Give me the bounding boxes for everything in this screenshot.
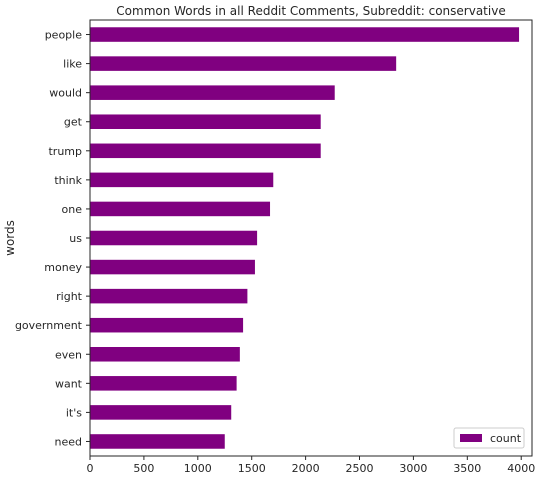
bar-people <box>90 27 519 42</box>
y-tick-label: think <box>54 174 82 187</box>
bar-government <box>90 318 243 333</box>
plot-area: people like would get trump think one us money ri… <box>15 27 535 475</box>
bar-think <box>90 173 273 188</box>
x-tick-label: 1000 <box>184 462 212 475</box>
bar-us <box>90 231 257 246</box>
y-tick-label: like <box>63 58 82 71</box>
y-tick-label: get <box>64 116 83 129</box>
bar-right <box>90 289 247 304</box>
bar-need <box>90 434 225 449</box>
legend: count <box>454 428 524 448</box>
bar-even <box>90 347 240 362</box>
bar-would <box>90 85 335 100</box>
bar-trump <box>90 144 321 159</box>
y-tick-label: people <box>45 29 83 42</box>
x-tick-label: 500 <box>133 462 154 475</box>
y-tick-label: want <box>55 377 83 390</box>
bar-want <box>90 376 237 391</box>
bar-get <box>90 114 321 129</box>
bar-like <box>90 56 396 71</box>
y-axis-label: words <box>3 220 17 256</box>
y-tick-label: money <box>44 261 82 274</box>
y-tick-label: would <box>49 87 82 100</box>
y-tick-label: trump <box>48 145 82 158</box>
x-tick-label: 0 <box>87 462 94 475</box>
bar-money <box>90 260 255 275</box>
x-tick-label: 2000 <box>292 462 320 475</box>
y-tick-label: need <box>55 435 83 448</box>
legend-label-count: count <box>490 432 522 445</box>
x-tick-label: 3500 <box>453 462 481 475</box>
x-tick-label: 1500 <box>238 462 266 475</box>
x-tick-label: 3000 <box>399 462 427 475</box>
bar-one <box>90 202 270 217</box>
y-tick-label: government <box>15 319 83 332</box>
chart-title: Common Words in all Reddit Comments, Sub… <box>116 4 505 18</box>
y-tick-label: us <box>69 232 82 245</box>
y-tick-label: one <box>62 203 83 216</box>
legend-swatch <box>460 434 482 442</box>
y-tick-label: even <box>55 348 82 361</box>
x-tick-label: 2500 <box>346 462 374 475</box>
y-tick-label: it's <box>66 406 82 419</box>
y-tick-label: right <box>56 290 83 303</box>
x-tick-label: 4000 <box>507 462 535 475</box>
bar-its <box>90 405 231 420</box>
